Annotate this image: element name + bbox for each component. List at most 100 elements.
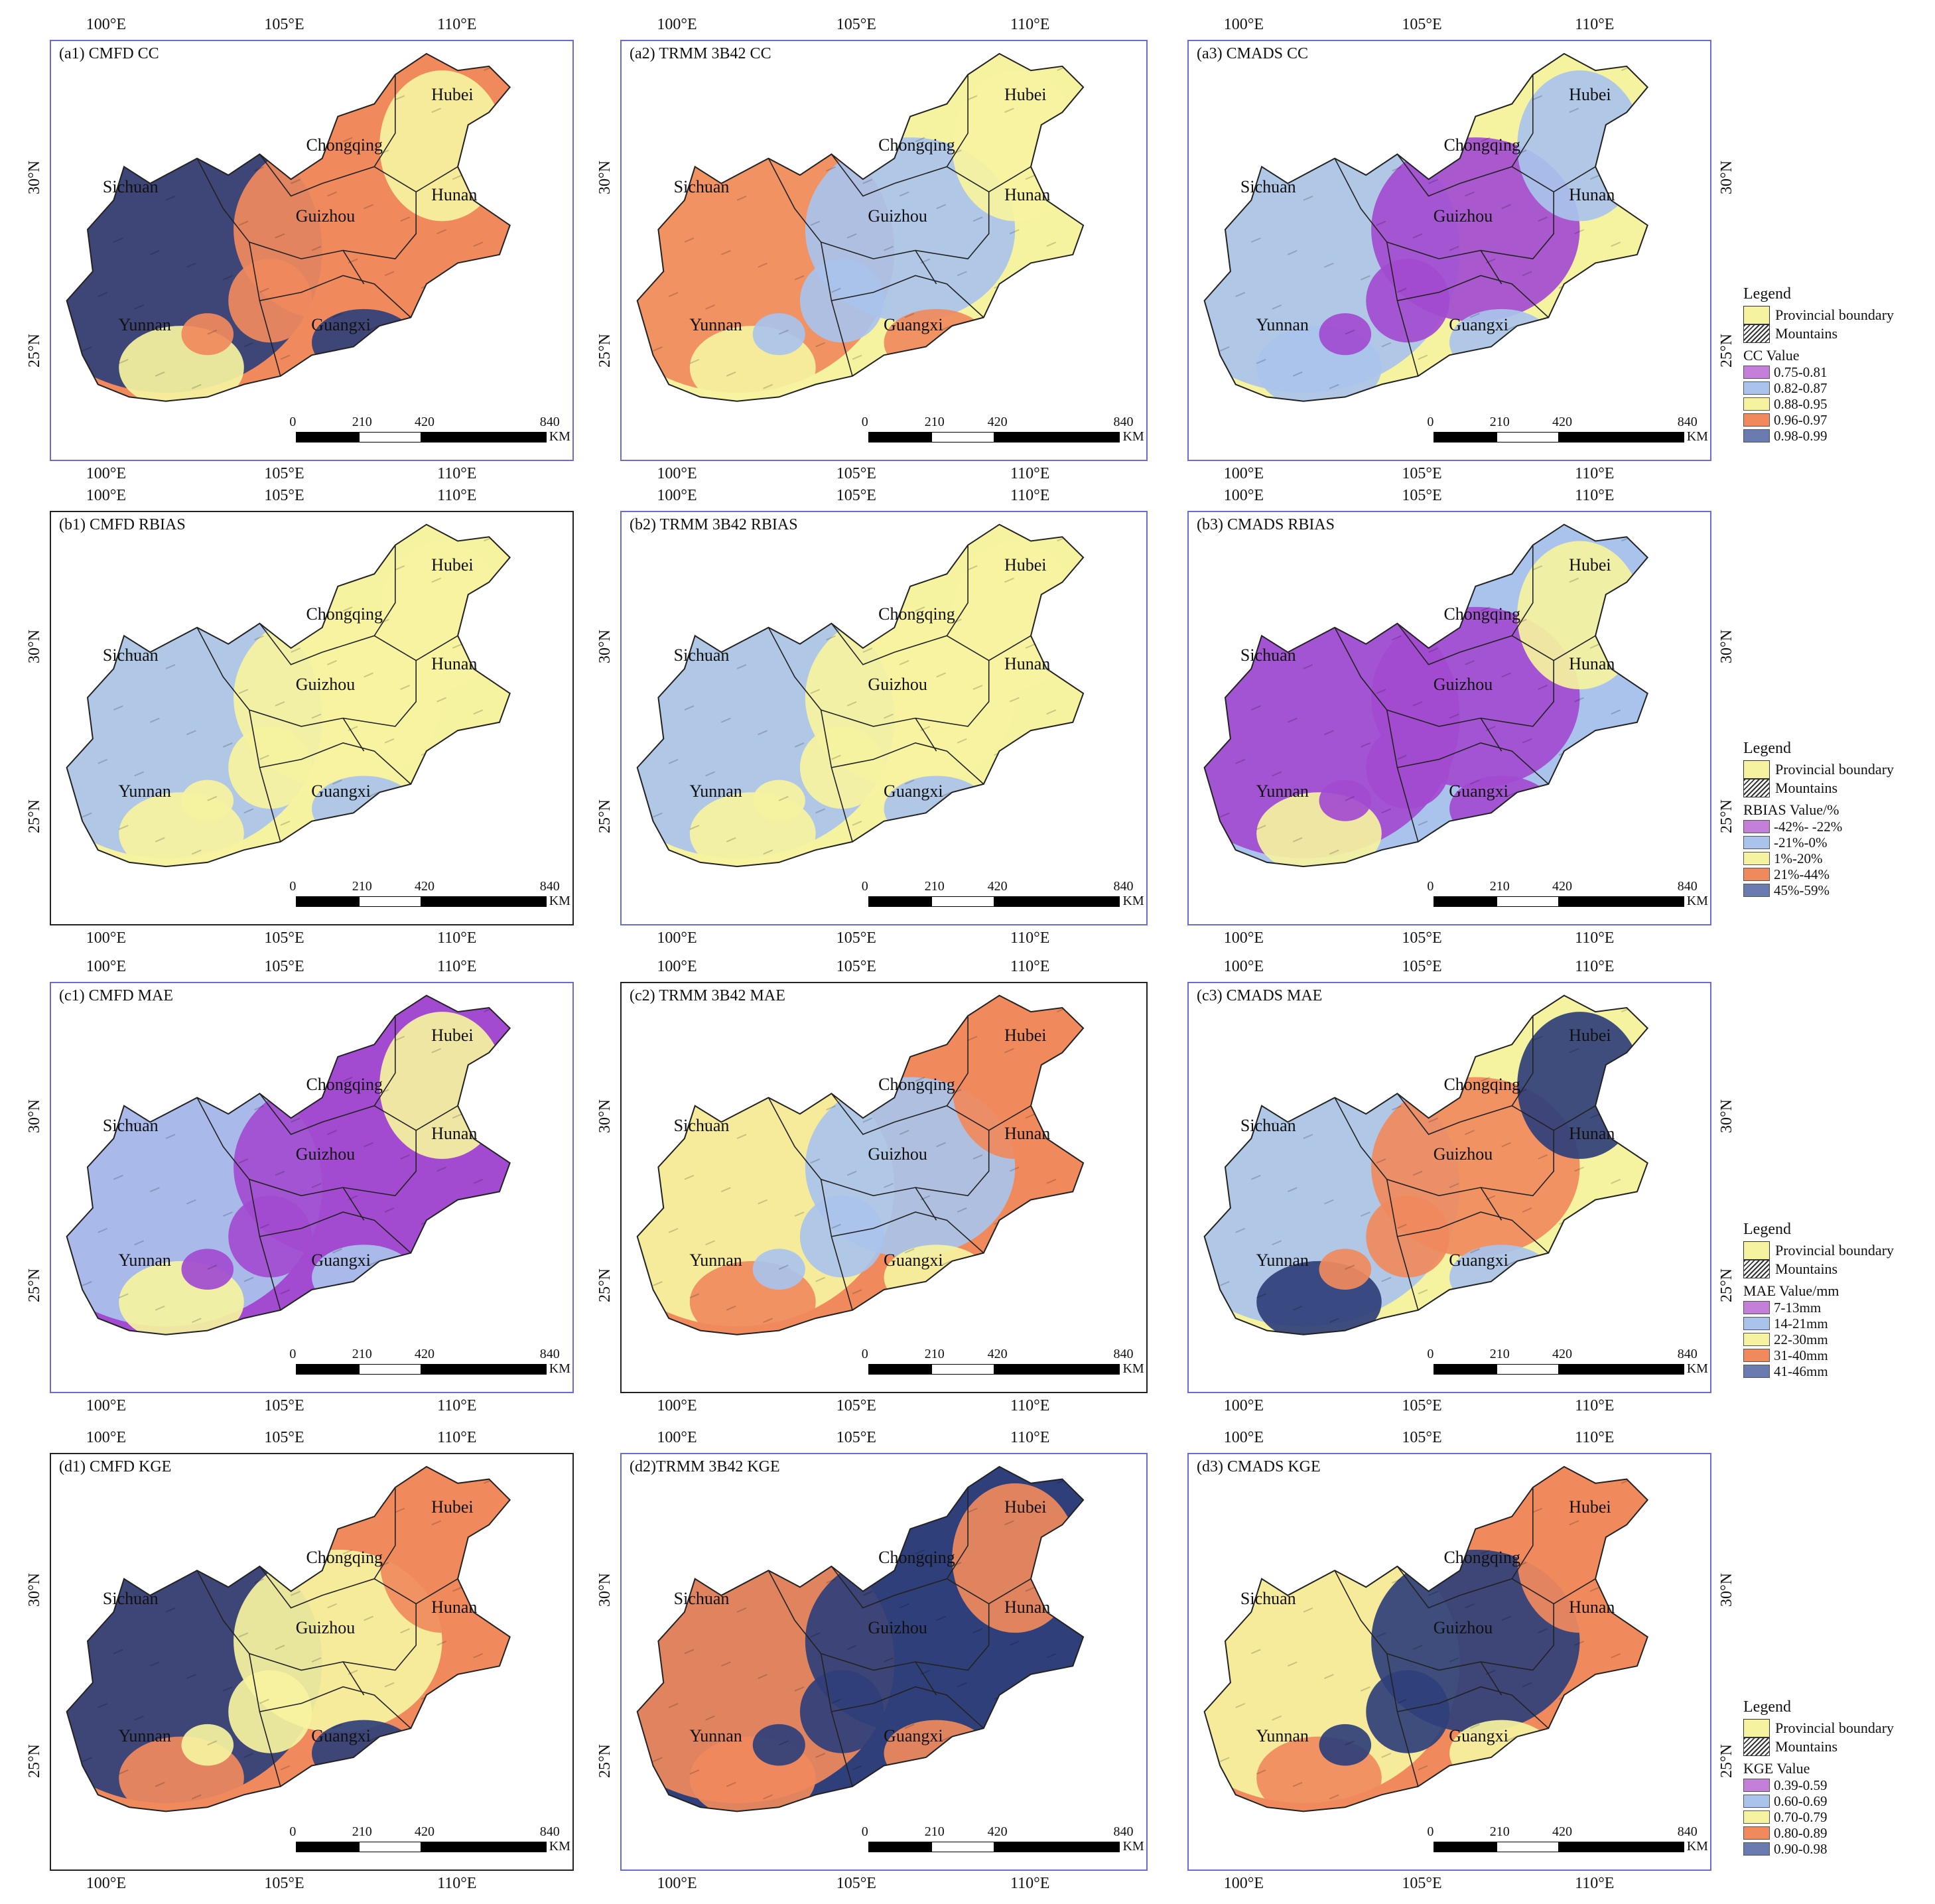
lat-label: 30°N xyxy=(1718,630,1735,663)
scalebar-label: 420 xyxy=(415,1347,435,1361)
lon-label-bottom: 105°E xyxy=(264,465,304,482)
lat-label: 30°N xyxy=(26,1572,43,1607)
study-area-outline xyxy=(1203,52,1649,402)
value-zone xyxy=(181,1724,234,1766)
scalebar-segment xyxy=(296,432,359,442)
lon-label-bottom: 105°E xyxy=(1402,1397,1442,1414)
lon-label-bottom: 110°E xyxy=(1575,1875,1615,1892)
legend-class: 0.88-0.95 xyxy=(1743,396,1894,412)
study-area-map xyxy=(1203,523,1649,868)
scalebar-segment xyxy=(358,896,422,907)
province-label: Guangxi xyxy=(1449,315,1508,335)
province-label: Chongqing xyxy=(1443,135,1521,155)
boundary-swatch xyxy=(1743,306,1770,324)
scalebar-segment xyxy=(868,1842,931,1852)
provincial-boundary xyxy=(196,1097,281,1311)
lon-label-top: 105°E xyxy=(264,1429,304,1446)
panel-title: (a1) CMFD CC xyxy=(59,45,159,62)
province-label: Chongqing xyxy=(1443,604,1521,624)
lat-label: 30°N xyxy=(26,1099,43,1134)
panel-title: (c1) CMFD MAE xyxy=(59,987,173,1004)
provincial-boundary xyxy=(1334,158,1419,377)
lon-label-bottom: 105°E xyxy=(264,929,304,947)
province-label: Chongqing xyxy=(306,135,383,155)
province-label: Yunnan xyxy=(118,782,171,801)
scalebar-unit: KM xyxy=(1122,894,1144,908)
provincial-boundary xyxy=(1396,1487,1534,1609)
legend-class-label: 31-40mm xyxy=(1774,1347,1828,1363)
province-label: Yunnan xyxy=(1256,315,1309,335)
boundary-swatch xyxy=(1743,760,1770,779)
map-frame: (a3) CMADS CC Hubei Chongqing Sichuan Guizho… xyxy=(1187,40,1711,461)
legend-class-label: 22-30mm xyxy=(1774,1331,1828,1347)
scalebar-unit: KM xyxy=(1686,1361,1708,1376)
map-panel-c3: 100°E 105°E 110°E 100°E 105°E 110°E 30°N 25°N (c… xyxy=(1187,958,1735,1414)
provincial-boundary xyxy=(821,192,990,259)
legend-class-swatch xyxy=(1743,1810,1770,1824)
lon-label-top: 110°E xyxy=(437,487,477,504)
map-frame: (b1) CMFD RBIAS Hubei Chongqing Sichuan Guiz… xyxy=(50,511,574,925)
lon-label-bottom: 100°E xyxy=(1223,1875,1264,1892)
province-label: Chongqing xyxy=(878,1075,955,1094)
legend-boundary-label: Provincial boundary xyxy=(1775,1242,1895,1258)
provincial-boundary xyxy=(1480,250,1502,285)
lon-label-bottom: 105°E xyxy=(264,1397,304,1414)
value-zone xyxy=(752,1249,805,1290)
scalebar-label: 840 xyxy=(1113,1824,1134,1839)
lon-label-bottom: 105°E xyxy=(1402,1875,1442,1892)
province-label: Sichuan xyxy=(673,1589,730,1609)
legend-class-label: -21%-0% xyxy=(1774,834,1828,850)
legend-class: 0.60-0.69 xyxy=(1743,1793,1894,1809)
panel-title: (a2) TRMM 3B42 CC xyxy=(630,45,771,62)
legend-class-label: 0.96-0.97 xyxy=(1774,411,1828,428)
legend-class-swatch xyxy=(1743,852,1770,865)
province-label: Hubei xyxy=(431,85,474,105)
provincial-boundary xyxy=(915,1187,937,1221)
province-label: Guangxi xyxy=(311,315,371,335)
lon-label-top: 105°E xyxy=(264,487,304,504)
map-frame: (b2) TRMM 3B42 RBIAS Hubei Chongqing Sichua… xyxy=(620,511,1148,925)
scalebar-label: 210 xyxy=(924,1347,945,1361)
lon-label-top: 100°E xyxy=(1223,16,1264,33)
study-area-outline xyxy=(66,1465,511,1812)
panel-title: (d3) CMADS KGE xyxy=(1197,1458,1321,1475)
scalebar-label: 420 xyxy=(415,879,435,894)
lon-label-top: 105°E xyxy=(1402,958,1442,975)
boundary-swatch xyxy=(1743,1719,1770,1737)
province-label: Chongqing xyxy=(878,1547,955,1567)
lon-label-bottom: 105°E xyxy=(836,465,876,482)
legend-3: Legend Provincial boundary Mountains KGE Va… xyxy=(1743,1698,1894,1857)
province-label: Sichuan xyxy=(102,176,159,196)
province-label: Sichuan xyxy=(673,1115,730,1135)
province-label: Chongqing xyxy=(306,1547,383,1567)
legend-class-label: 14-21mm xyxy=(1774,1315,1828,1331)
scalebar-label: 840 xyxy=(539,415,560,429)
lon-label-bottom: 100°E xyxy=(86,929,127,947)
scalebar-label: 210 xyxy=(352,415,372,429)
province-label: Yunnan xyxy=(118,315,171,335)
scalebar-label: 420 xyxy=(415,415,435,429)
legend-value-title: KGE Value xyxy=(1743,1760,1810,1777)
province-label: Guizhou xyxy=(1433,674,1493,694)
legend-class-swatch xyxy=(1743,397,1770,411)
province-label: Guangxi xyxy=(1449,1726,1508,1745)
province-label: Guizhou xyxy=(1433,1617,1493,1637)
lat-label: 30°N xyxy=(1718,161,1735,195)
lat-label: 25°N xyxy=(1718,1743,1735,1778)
legend-class-label: 0.80-0.89 xyxy=(1774,1824,1828,1841)
scalebar-segment xyxy=(931,1842,994,1852)
lon-label-bottom: 100°E xyxy=(657,1875,697,1892)
province-label: Guangxi xyxy=(1449,1250,1508,1270)
province-label: Hunan xyxy=(431,1123,478,1143)
province-label: Yunnan xyxy=(689,1250,742,1270)
mountains-swatch xyxy=(1743,1260,1770,1278)
provincial-boundary xyxy=(767,1570,853,1787)
scalebar-segment xyxy=(1496,896,1560,907)
lat-label: 30°N xyxy=(26,161,43,195)
scalebar-label: 0 xyxy=(861,1824,868,1839)
provincial-boundary xyxy=(767,627,853,843)
legend-class: 14-21mm xyxy=(1743,1316,1894,1331)
scalebar-segment xyxy=(421,1364,547,1375)
legend-class-swatch xyxy=(1743,1795,1770,1808)
scalebar-unit: KM xyxy=(549,429,570,444)
